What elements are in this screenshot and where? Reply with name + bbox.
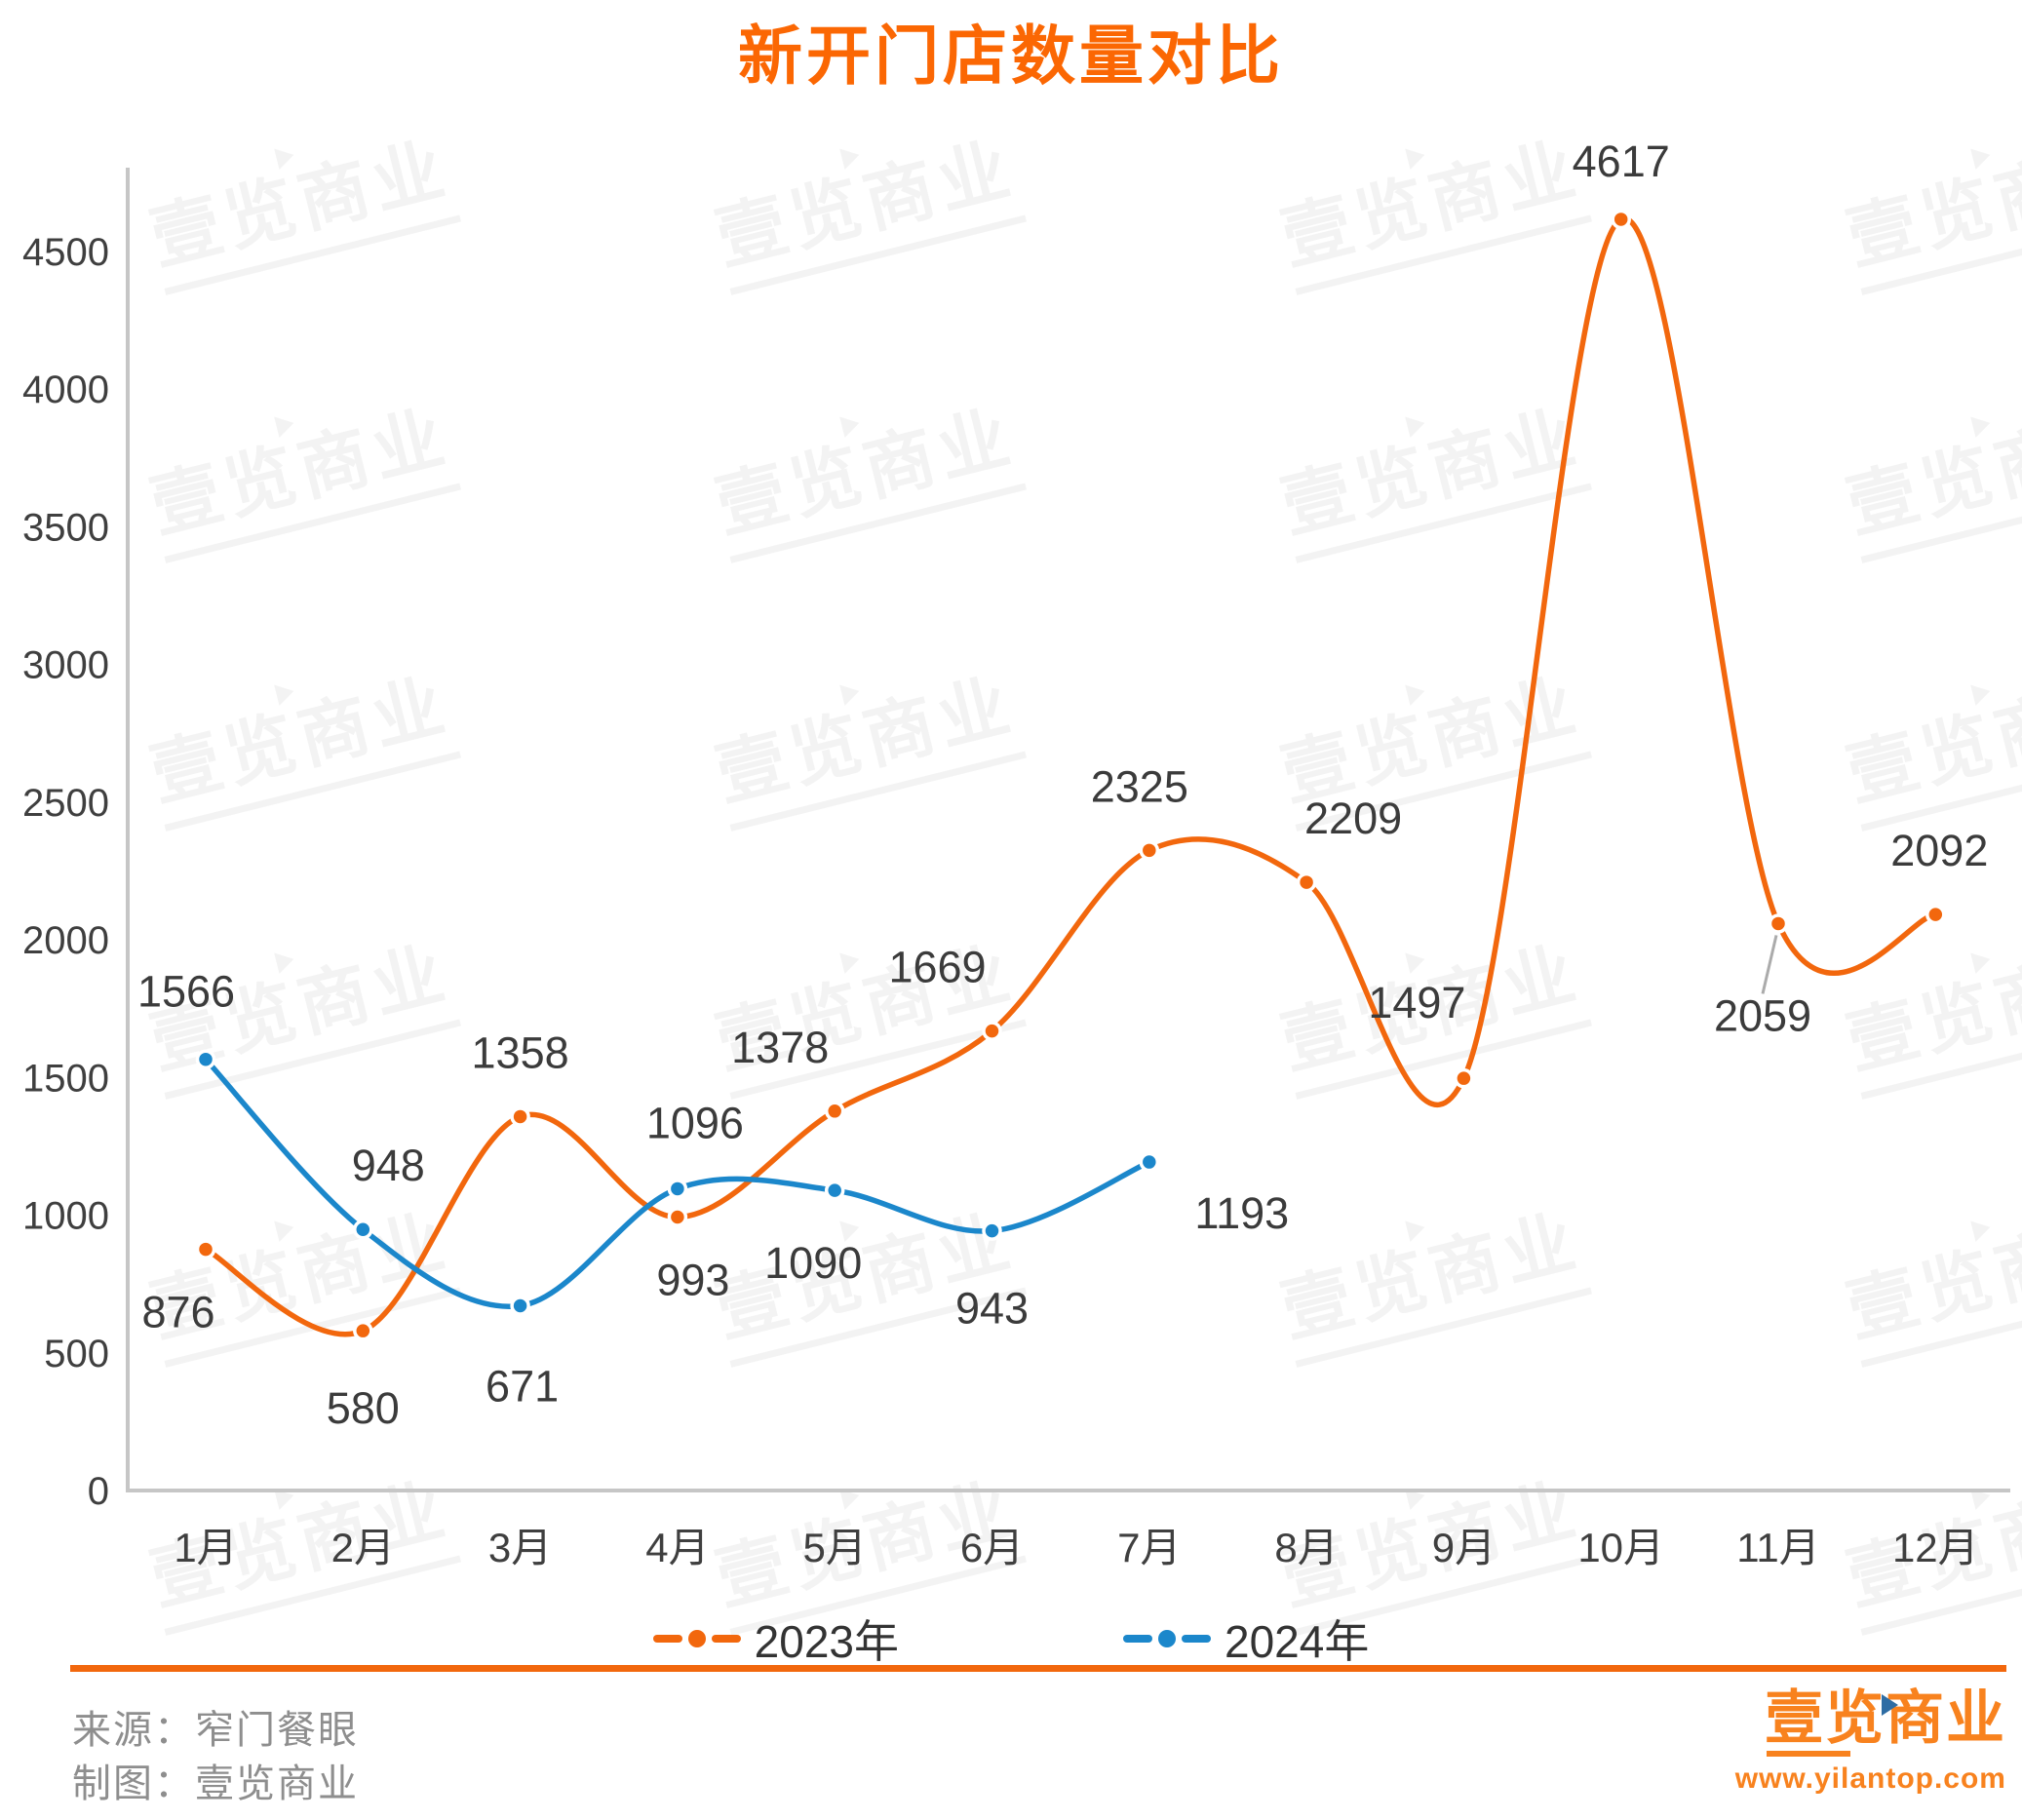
data-point-2024年 bbox=[195, 1049, 216, 1069]
data-point-2023年 bbox=[1296, 871, 1317, 893]
data-label-2023年: 4617 bbox=[1573, 136, 1670, 186]
legend-item-2023: 2023年 bbox=[652, 1607, 899, 1671]
y-tick-label: 4000 bbox=[22, 368, 109, 411]
page-title: 新开门店数量对比 bbox=[738, 19, 1284, 92]
data-point-2023年 bbox=[667, 1207, 688, 1227]
legend-marker-2023-icon bbox=[652, 1630, 741, 1647]
y-tick-label: 500 bbox=[44, 1333, 109, 1375]
series-line-2023年 bbox=[203, 215, 1939, 1337]
data-label-2023年: 1378 bbox=[731, 1023, 829, 1072]
data-point-2023年 bbox=[1611, 209, 1631, 230]
x-tick-label: 8月 bbox=[1274, 1525, 1338, 1570]
x-tick-label: 6月 bbox=[960, 1525, 1024, 1570]
legend-item-2024: 2024年 bbox=[1123, 1607, 1369, 1671]
y-tick-label: 1500 bbox=[22, 1057, 109, 1100]
data-label-2024年: 1566 bbox=[137, 967, 235, 1017]
y-tick-label: 2000 bbox=[22, 919, 109, 962]
y-tick-label: 1000 bbox=[22, 1195, 109, 1238]
data-point-2024年 bbox=[510, 1296, 530, 1316]
legend-label-2023: 2023年 bbox=[754, 1616, 899, 1667]
data-label-2024年: 1090 bbox=[764, 1238, 862, 1288]
y-tick-label: 3000 bbox=[22, 644, 109, 687]
x-tick-label: 10月 bbox=[1577, 1525, 1664, 1570]
x-tick-label: 4月 bbox=[645, 1525, 709, 1570]
data-point-2024年 bbox=[667, 1179, 688, 1199]
x-tick-label: 2月 bbox=[331, 1525, 395, 1570]
data-point-2023年 bbox=[195, 1239, 216, 1259]
data-label-2023年: 2325 bbox=[1091, 761, 1188, 811]
data-label-2023年: 580 bbox=[327, 1383, 400, 1433]
y-tick-label: 4500 bbox=[22, 231, 109, 274]
label-leader-line bbox=[1761, 935, 1778, 994]
data-label-2024年: 943 bbox=[955, 1284, 1029, 1334]
data-label-2023年: 1669 bbox=[888, 943, 986, 992]
data-label-2023年: 993 bbox=[656, 1256, 729, 1305]
data-label-2023年: 876 bbox=[141, 1288, 214, 1337]
x-tick-label: 3月 bbox=[488, 1525, 552, 1570]
legend-label-2024: 2024年 bbox=[1225, 1616, 1370, 1667]
data-label-2023年: 2059 bbox=[1714, 990, 1811, 1040]
data-point-2023年 bbox=[1768, 913, 1789, 934]
footer-credits: 来源：窄门餐眼 制图：壹览商业 bbox=[72, 1704, 359, 1811]
y-tick-label: 2500 bbox=[22, 782, 109, 825]
data-point-2024年 bbox=[824, 1180, 845, 1201]
credit-text: 制图：壹览商业 bbox=[72, 1762, 359, 1806]
data-point-2023年 bbox=[824, 1101, 845, 1122]
source-text: 来源：窄门餐眼 bbox=[72, 1709, 359, 1752]
x-tick-label: 11月 bbox=[1736, 1525, 1820, 1570]
legend-marker-2024-icon bbox=[1123, 1630, 1211, 1647]
y-tick-label: 3500 bbox=[22, 506, 109, 549]
data-point-2023年 bbox=[982, 1021, 1002, 1041]
data-point-2023年 bbox=[353, 1320, 373, 1341]
x-tick-label: 5月 bbox=[803, 1525, 867, 1570]
data-label-2023年: 1358 bbox=[472, 1027, 569, 1077]
divider-line bbox=[70, 1665, 2006, 1672]
data-label-2023年: 1497 bbox=[1368, 978, 1465, 1027]
data-point-2023年 bbox=[510, 1106, 530, 1127]
data-point-2023年 bbox=[1139, 840, 1160, 861]
data-label-2023年: 2209 bbox=[1304, 794, 1402, 843]
data-point-2024年 bbox=[1139, 1151, 1160, 1173]
data-point-2024年 bbox=[353, 1219, 373, 1240]
logo-text: 壹览商业 bbox=[1765, 1686, 2006, 1757]
data-label-2023年: 2092 bbox=[1890, 826, 1988, 875]
logo-triangle-icon bbox=[1882, 1694, 1898, 1716]
legend: 2023年 2024年 bbox=[0, 1607, 2022, 1671]
data-point-2023年 bbox=[1454, 1067, 1474, 1089]
data-point-2023年 bbox=[1925, 904, 1946, 925]
y-tick-label: 0 bbox=[88, 1470, 109, 1513]
data-point-2024年 bbox=[982, 1220, 1002, 1241]
logo-underline bbox=[1767, 1751, 1850, 1757]
data-label-2024年: 671 bbox=[486, 1361, 559, 1411]
x-tick-label: 12月 bbox=[1892, 1525, 1979, 1570]
logo-url: www.yilantop.com bbox=[1734, 1762, 2006, 1795]
x-tick-label: 1月 bbox=[174, 1525, 237, 1570]
data-label-2024年: 1193 bbox=[1194, 1188, 1289, 1238]
data-label-2024年: 948 bbox=[352, 1141, 425, 1190]
x-tick-label: 9月 bbox=[1432, 1525, 1496, 1570]
brand-logo: 壹览商业 www.yilantop.com bbox=[1735, 1686, 2006, 1796]
x-tick-label: 7月 bbox=[1117, 1525, 1181, 1570]
data-label-2024年: 1096 bbox=[646, 1098, 744, 1147]
